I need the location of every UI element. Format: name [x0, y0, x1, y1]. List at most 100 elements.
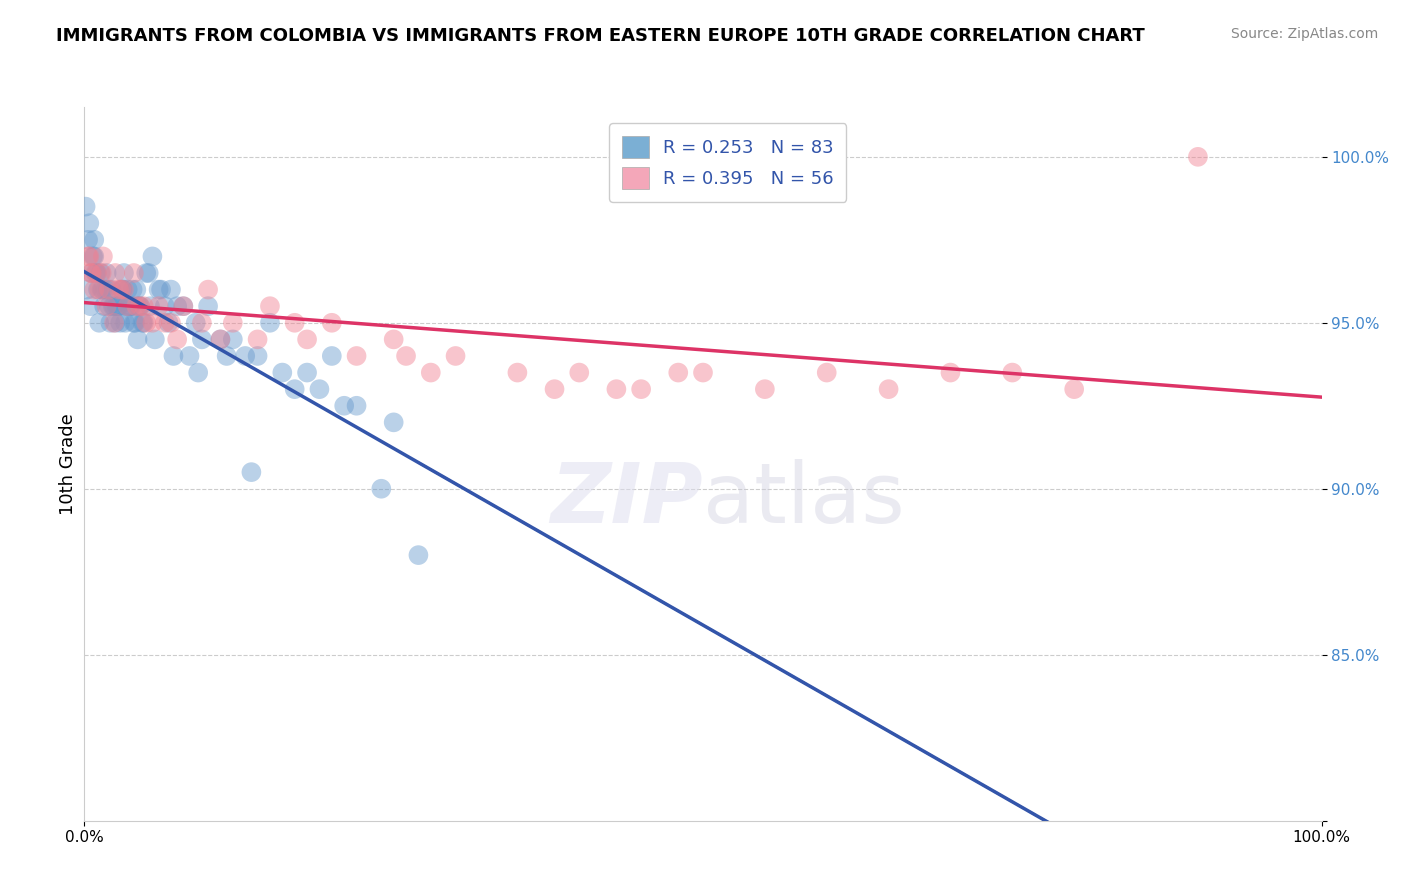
Point	[83, 249, 105, 263]
Point	[179, 349, 201, 363]
Point	[209, 332, 232, 346]
Point	[127, 332, 149, 346]
Point	[96, 266, 118, 280]
Point	[370, 482, 392, 496]
Point	[754, 382, 776, 396]
Point	[172, 299, 194, 313]
Point	[1001, 366, 1024, 380]
Point	[259, 316, 281, 330]
Point	[395, 349, 418, 363]
Y-axis label: 10th Grade: 10th Grade	[59, 413, 77, 515]
Point	[108, 283, 131, 297]
Point	[115, 299, 138, 313]
Point	[129, 299, 152, 313]
Point	[132, 316, 155, 330]
Point	[157, 316, 180, 330]
Point	[131, 316, 153, 330]
Point	[605, 382, 627, 396]
Point	[148, 283, 170, 297]
Point	[240, 465, 263, 479]
Point	[84, 266, 107, 280]
Text: ZIP: ZIP	[550, 459, 703, 540]
Point	[110, 316, 132, 330]
Point	[295, 366, 318, 380]
Point	[94, 283, 117, 297]
Point	[166, 332, 188, 346]
Point	[79, 249, 101, 263]
Point	[153, 316, 176, 330]
Point	[132, 299, 155, 313]
Point	[79, 299, 101, 313]
Point	[118, 299, 141, 313]
Point	[103, 316, 125, 330]
Point	[110, 283, 132, 297]
Point	[160, 316, 183, 330]
Point	[233, 349, 256, 363]
Point	[444, 349, 467, 363]
Point	[295, 332, 318, 346]
Point	[79, 216, 101, 230]
Point	[83, 283, 105, 297]
Point	[184, 316, 207, 330]
Point	[630, 382, 652, 396]
Point	[80, 266, 103, 280]
Point	[222, 332, 245, 346]
Point	[86, 266, 108, 280]
Point	[191, 316, 214, 330]
Point	[120, 299, 142, 313]
Point	[101, 299, 124, 313]
Point	[346, 399, 368, 413]
Text: atlas: atlas	[703, 459, 904, 540]
Point	[83, 233, 105, 247]
Point	[129, 299, 152, 313]
Point	[114, 316, 136, 330]
Point	[110, 283, 132, 297]
Point	[87, 283, 110, 297]
Point	[877, 382, 900, 396]
Point	[117, 299, 139, 313]
Point	[197, 283, 219, 297]
Point	[141, 316, 163, 330]
Point	[150, 283, 173, 297]
Point	[135, 266, 157, 280]
Point	[107, 299, 129, 313]
Point	[321, 316, 343, 330]
Point	[125, 299, 148, 313]
Point	[89, 266, 111, 280]
Point	[138, 266, 160, 280]
Point	[939, 366, 962, 380]
Point	[1063, 382, 1085, 396]
Point	[104, 266, 127, 280]
Point	[321, 349, 343, 363]
Point	[506, 366, 529, 380]
Point	[148, 299, 170, 313]
Point	[191, 332, 214, 346]
Point	[346, 349, 368, 363]
Point	[105, 299, 128, 313]
Point	[122, 266, 145, 280]
Point	[124, 316, 146, 330]
Point	[215, 349, 238, 363]
Point	[111, 283, 134, 297]
Point	[77, 233, 100, 247]
Point	[162, 349, 184, 363]
Point	[104, 316, 127, 330]
Text: Source: ZipAtlas.com: Source: ZipAtlas.com	[1230, 27, 1378, 41]
Point	[100, 283, 122, 297]
Point	[139, 299, 162, 313]
Point	[120, 299, 142, 313]
Point	[197, 299, 219, 313]
Point	[246, 332, 269, 346]
Point	[86, 266, 108, 280]
Point	[141, 249, 163, 263]
Point	[77, 249, 100, 263]
Point	[815, 366, 838, 380]
Point	[96, 299, 118, 313]
Point	[333, 399, 356, 413]
Point	[97, 283, 120, 297]
Point	[382, 332, 405, 346]
Legend: R = 0.253   N = 83, R = 0.395   N = 56: R = 0.253 N = 83, R = 0.395 N = 56	[609, 123, 846, 202]
Point	[125, 283, 148, 297]
Point	[93, 299, 115, 313]
Point	[419, 366, 441, 380]
